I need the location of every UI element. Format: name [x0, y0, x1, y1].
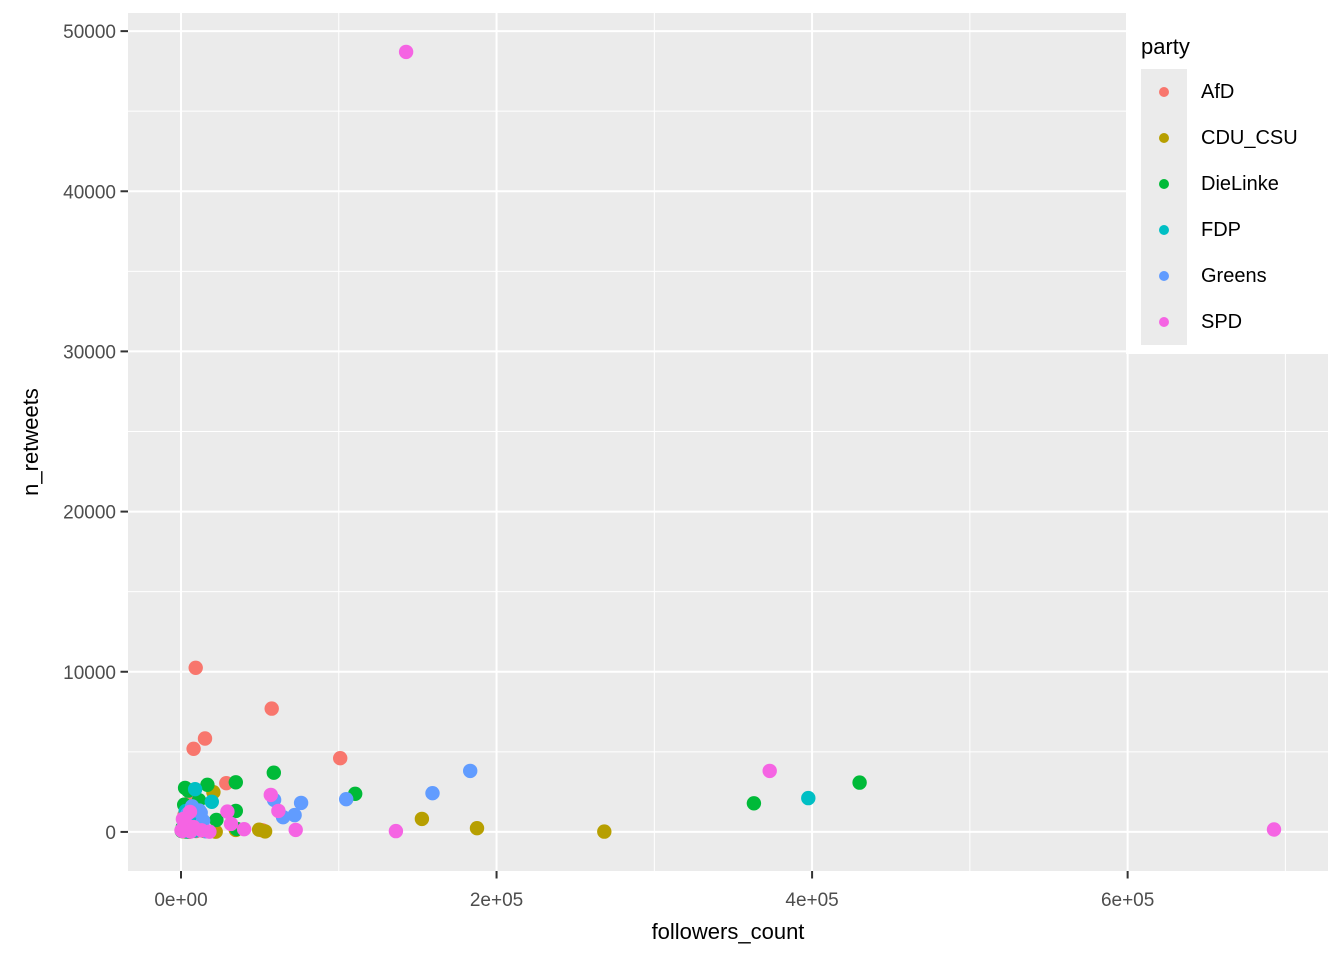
- axis-tick-marks: [120, 30, 1129, 879]
- legend-key: [1141, 207, 1187, 253]
- data-point: [236, 822, 252, 837]
- legend-point-icon: [1159, 225, 1169, 235]
- legend-label: DieLinke: [1201, 172, 1279, 195]
- data-point: [388, 823, 404, 839]
- data-point: [852, 775, 867, 790]
- legend: party AfD CDU_CSU DieLinke FDP Greens SPD: [1126, 13, 1344, 354]
- data-point: [288, 822, 303, 838]
- x-axis-title: followers_count: [652, 919, 805, 944]
- data-point: [746, 796, 762, 811]
- data-point: [271, 803, 286, 819]
- data-point: [204, 794, 219, 809]
- y-tick-label: 20000: [63, 503, 116, 524]
- axis-tick-labels: 0e+00 2e+05 4e+05 6e+05 0 10000 20000 30000 4000…: [63, 22, 1154, 911]
- data-point: [266, 765, 281, 780]
- legend-item-DieLinke: DieLinke: [1141, 161, 1344, 207]
- legend-label: CDU_CSU: [1201, 126, 1298, 149]
- legend-point-icon: [1159, 179, 1169, 189]
- legend-label: Greens: [1201, 264, 1267, 287]
- legend-label: FDP: [1201, 218, 1241, 241]
- legend-label: AfD: [1201, 80, 1235, 103]
- x-tick-label: 4e+05: [785, 890, 838, 911]
- legend-label: SPD: [1201, 310, 1243, 333]
- data-point: [333, 751, 348, 766]
- legend-point-icon: [1159, 87, 1169, 97]
- legend-items: AfD CDU_CSU DieLinke FDP Greens SPD: [1141, 69, 1344, 345]
- legend-key: [1141, 69, 1187, 115]
- data-point: [228, 775, 243, 790]
- data-point: [469, 821, 485, 836]
- legend-item-CDU_CSU: CDU_CSU: [1141, 115, 1344, 161]
- legend-item-SPD: SPD: [1141, 299, 1344, 345]
- y-tick-label: 30000: [63, 342, 116, 363]
- legend-key: [1141, 161, 1187, 207]
- data-point: [187, 782, 203, 797]
- data-point: [264, 701, 279, 716]
- legend-point-icon: [1159, 271, 1169, 281]
- data-point: [597, 824, 612, 839]
- data-point: [223, 816, 239, 832]
- data-point: [287, 807, 302, 823]
- legend-item-Greens: Greens: [1141, 253, 1344, 299]
- data-point: [186, 741, 201, 756]
- data-point: [1266, 822, 1282, 837]
- legend-key: [1141, 299, 1187, 345]
- y-tick-label: 10000: [63, 663, 116, 684]
- data-point: [425, 786, 440, 801]
- data-point: [257, 824, 273, 839]
- y-axis-title: n_retweets: [18, 388, 43, 496]
- data-point: [200, 777, 215, 792]
- y-tick-label: 50000: [63, 22, 116, 43]
- x-tick-label: 0e+00: [154, 890, 207, 911]
- data-point: [202, 824, 217, 839]
- y-tick-label: 0: [105, 823, 116, 844]
- data-point: [209, 812, 224, 828]
- x-tick-label: 6e+05: [1101, 890, 1154, 911]
- legend-key: [1141, 115, 1187, 161]
- data-point: [193, 805, 208, 820]
- data-point: [188, 660, 203, 675]
- data-point: [220, 804, 235, 819]
- data-points: [174, 44, 1282, 839]
- data-point: [801, 790, 816, 806]
- data-point: [293, 795, 309, 811]
- data-point: [263, 787, 278, 803]
- legend-point-icon: [1159, 133, 1169, 143]
- data-point: [762, 763, 777, 779]
- legend-item-AfD: AfD: [1141, 69, 1344, 115]
- series-SPD: [174, 44, 1282, 839]
- data-point: [197, 731, 213, 746]
- data-point: [414, 811, 430, 827]
- legend-title: party: [1141, 34, 1190, 59]
- data-point: [174, 823, 189, 838]
- x-tick-label: 2e+05: [470, 890, 523, 911]
- y-tick-label: 40000: [63, 182, 116, 203]
- data-point: [398, 44, 414, 60]
- data-point: [339, 792, 354, 807]
- data-point: [463, 763, 478, 779]
- legend-key: [1141, 253, 1187, 299]
- legend-point-icon: [1159, 317, 1169, 327]
- legend-item-FDP: FDP: [1141, 207, 1344, 253]
